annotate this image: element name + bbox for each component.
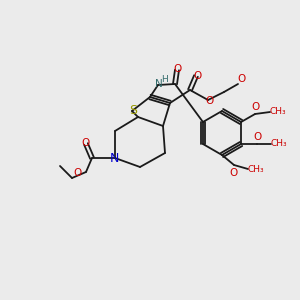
Text: S: S (129, 104, 137, 118)
Text: CH₃: CH₃ (271, 140, 287, 148)
Text: O: O (193, 71, 201, 81)
Text: CH₃: CH₃ (248, 164, 264, 173)
Text: N: N (109, 152, 119, 164)
Text: H: H (162, 74, 168, 83)
Text: O: O (174, 64, 182, 74)
Text: O: O (206, 96, 214, 106)
Text: O: O (253, 132, 261, 142)
Text: O: O (74, 168, 82, 178)
Text: O: O (237, 74, 245, 84)
Text: O: O (251, 102, 259, 112)
Text: O: O (230, 168, 238, 178)
Text: O: O (81, 138, 89, 148)
Text: CH₃: CH₃ (270, 107, 286, 116)
Text: N: N (155, 79, 163, 89)
